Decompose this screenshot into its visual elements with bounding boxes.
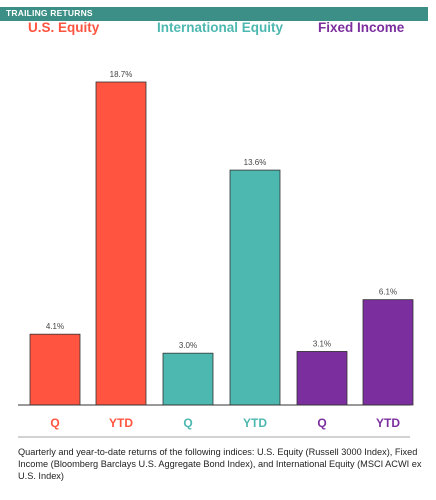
- value-label-u-s-equity-ytd: 18.7%: [110, 70, 133, 79]
- group-title-fixed-income: Fixed Income: [318, 20, 405, 35]
- tick-label-u-s-equity-ytd: YTD: [109, 416, 133, 430]
- group-title-international-equity: International Equity: [157, 20, 284, 35]
- bar-u-s-equity-q: [29, 333, 81, 406]
- footnote: Quarterly and year-to-date returns of th…: [18, 447, 422, 482]
- tick-label-international-equity-q: Q: [183, 416, 192, 430]
- bar-u-s-equity-ytd: [95, 81, 147, 406]
- value-label-international-equity-q: 3.0%: [179, 341, 197, 350]
- value-label-fixed-income-ytd: 6.1%: [379, 288, 397, 297]
- group-title-us-equity: U.S. Equity: [28, 20, 100, 35]
- tick-label-international-equity-ytd: YTD: [243, 416, 267, 430]
- value-label-fixed-income-q: 3.1%: [313, 339, 331, 348]
- bar-fixed-income-q: [296, 351, 348, 406]
- bar-international-equity-ytd: [229, 169, 281, 406]
- header-title: TRAILING RETURNS: [6, 8, 93, 18]
- value-label-international-equity-ytd: 13.6%: [244, 158, 267, 167]
- header-bar: TRAILING RETURNS: [0, 7, 428, 21]
- tick-label-fixed-income-q: Q: [317, 416, 326, 430]
- tick-label-u-s-equity-q: Q: [50, 416, 59, 430]
- bar-fixed-income-ytd: [362, 299, 414, 406]
- value-label-u-s-equity-q: 4.1%: [46, 322, 64, 331]
- tick-label-fixed-income-ytd: YTD: [376, 416, 400, 430]
- bar-chart: 4.1% Q 18.7% YTD 3.0% Q 13.6% YTD 3.1% Q 6.1% YTD: [18, 70, 414, 438]
- bar-international-equity-q: [162, 352, 214, 406]
